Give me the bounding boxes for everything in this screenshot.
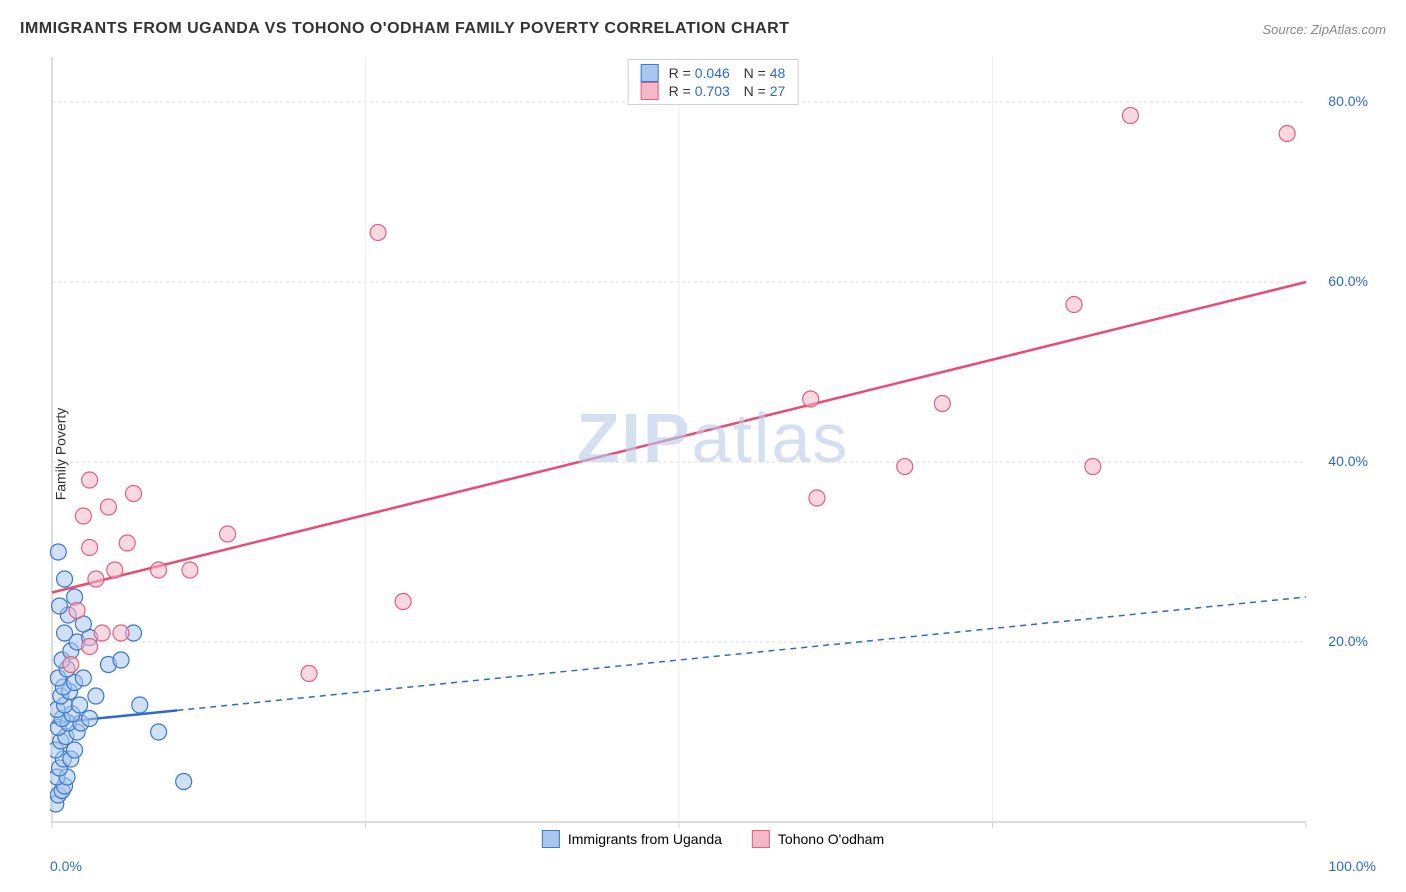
- scatter-chart: [50, 55, 1376, 852]
- y-axis-label: Family Poverty: [52, 407, 68, 500]
- legend-swatch-uganda-icon: [542, 830, 560, 848]
- y-tick-label: 60.0%: [1328, 273, 1368, 289]
- x-axis-min: 0.0%: [50, 858, 82, 874]
- y-tick-label: 40.0%: [1328, 453, 1368, 469]
- legend-swatch-tohono: [641, 82, 659, 100]
- x-axis-max: 100.0%: [1329, 858, 1376, 874]
- series-legend: Immigrants from Uganda Tohono O'odham: [542, 830, 884, 848]
- source-attribution: Source: ZipAtlas.com: [1262, 22, 1386, 37]
- legend-swatch-uganda: [641, 64, 659, 82]
- y-tick-label: 20.0%: [1328, 633, 1368, 649]
- y-tick-label: 80.0%: [1328, 93, 1368, 109]
- chart-header: IMMIGRANTS FROM UGANDA VS TOHONO O'ODHAM…: [20, 20, 1386, 38]
- chart-title: IMMIGRANTS FROM UGANDA VS TOHONO O'ODHAM…: [20, 20, 790, 38]
- legend-item-uganda: Immigrants from Uganda: [542, 830, 722, 848]
- legend-row-tohono: R = 0.703 N = 27: [641, 82, 786, 100]
- legend-item-tohono: Tohono O'odham: [752, 830, 884, 848]
- plot-area: Family Poverty ZIPatlas R = 0.046 N = 48…: [50, 55, 1376, 852]
- legend-swatch-tohono-icon: [752, 830, 770, 848]
- legend-row-uganda: R = 0.046 N = 48: [641, 64, 786, 82]
- correlation-legend: R = 0.046 N = 48 R = 0.703 N = 27: [628, 59, 799, 105]
